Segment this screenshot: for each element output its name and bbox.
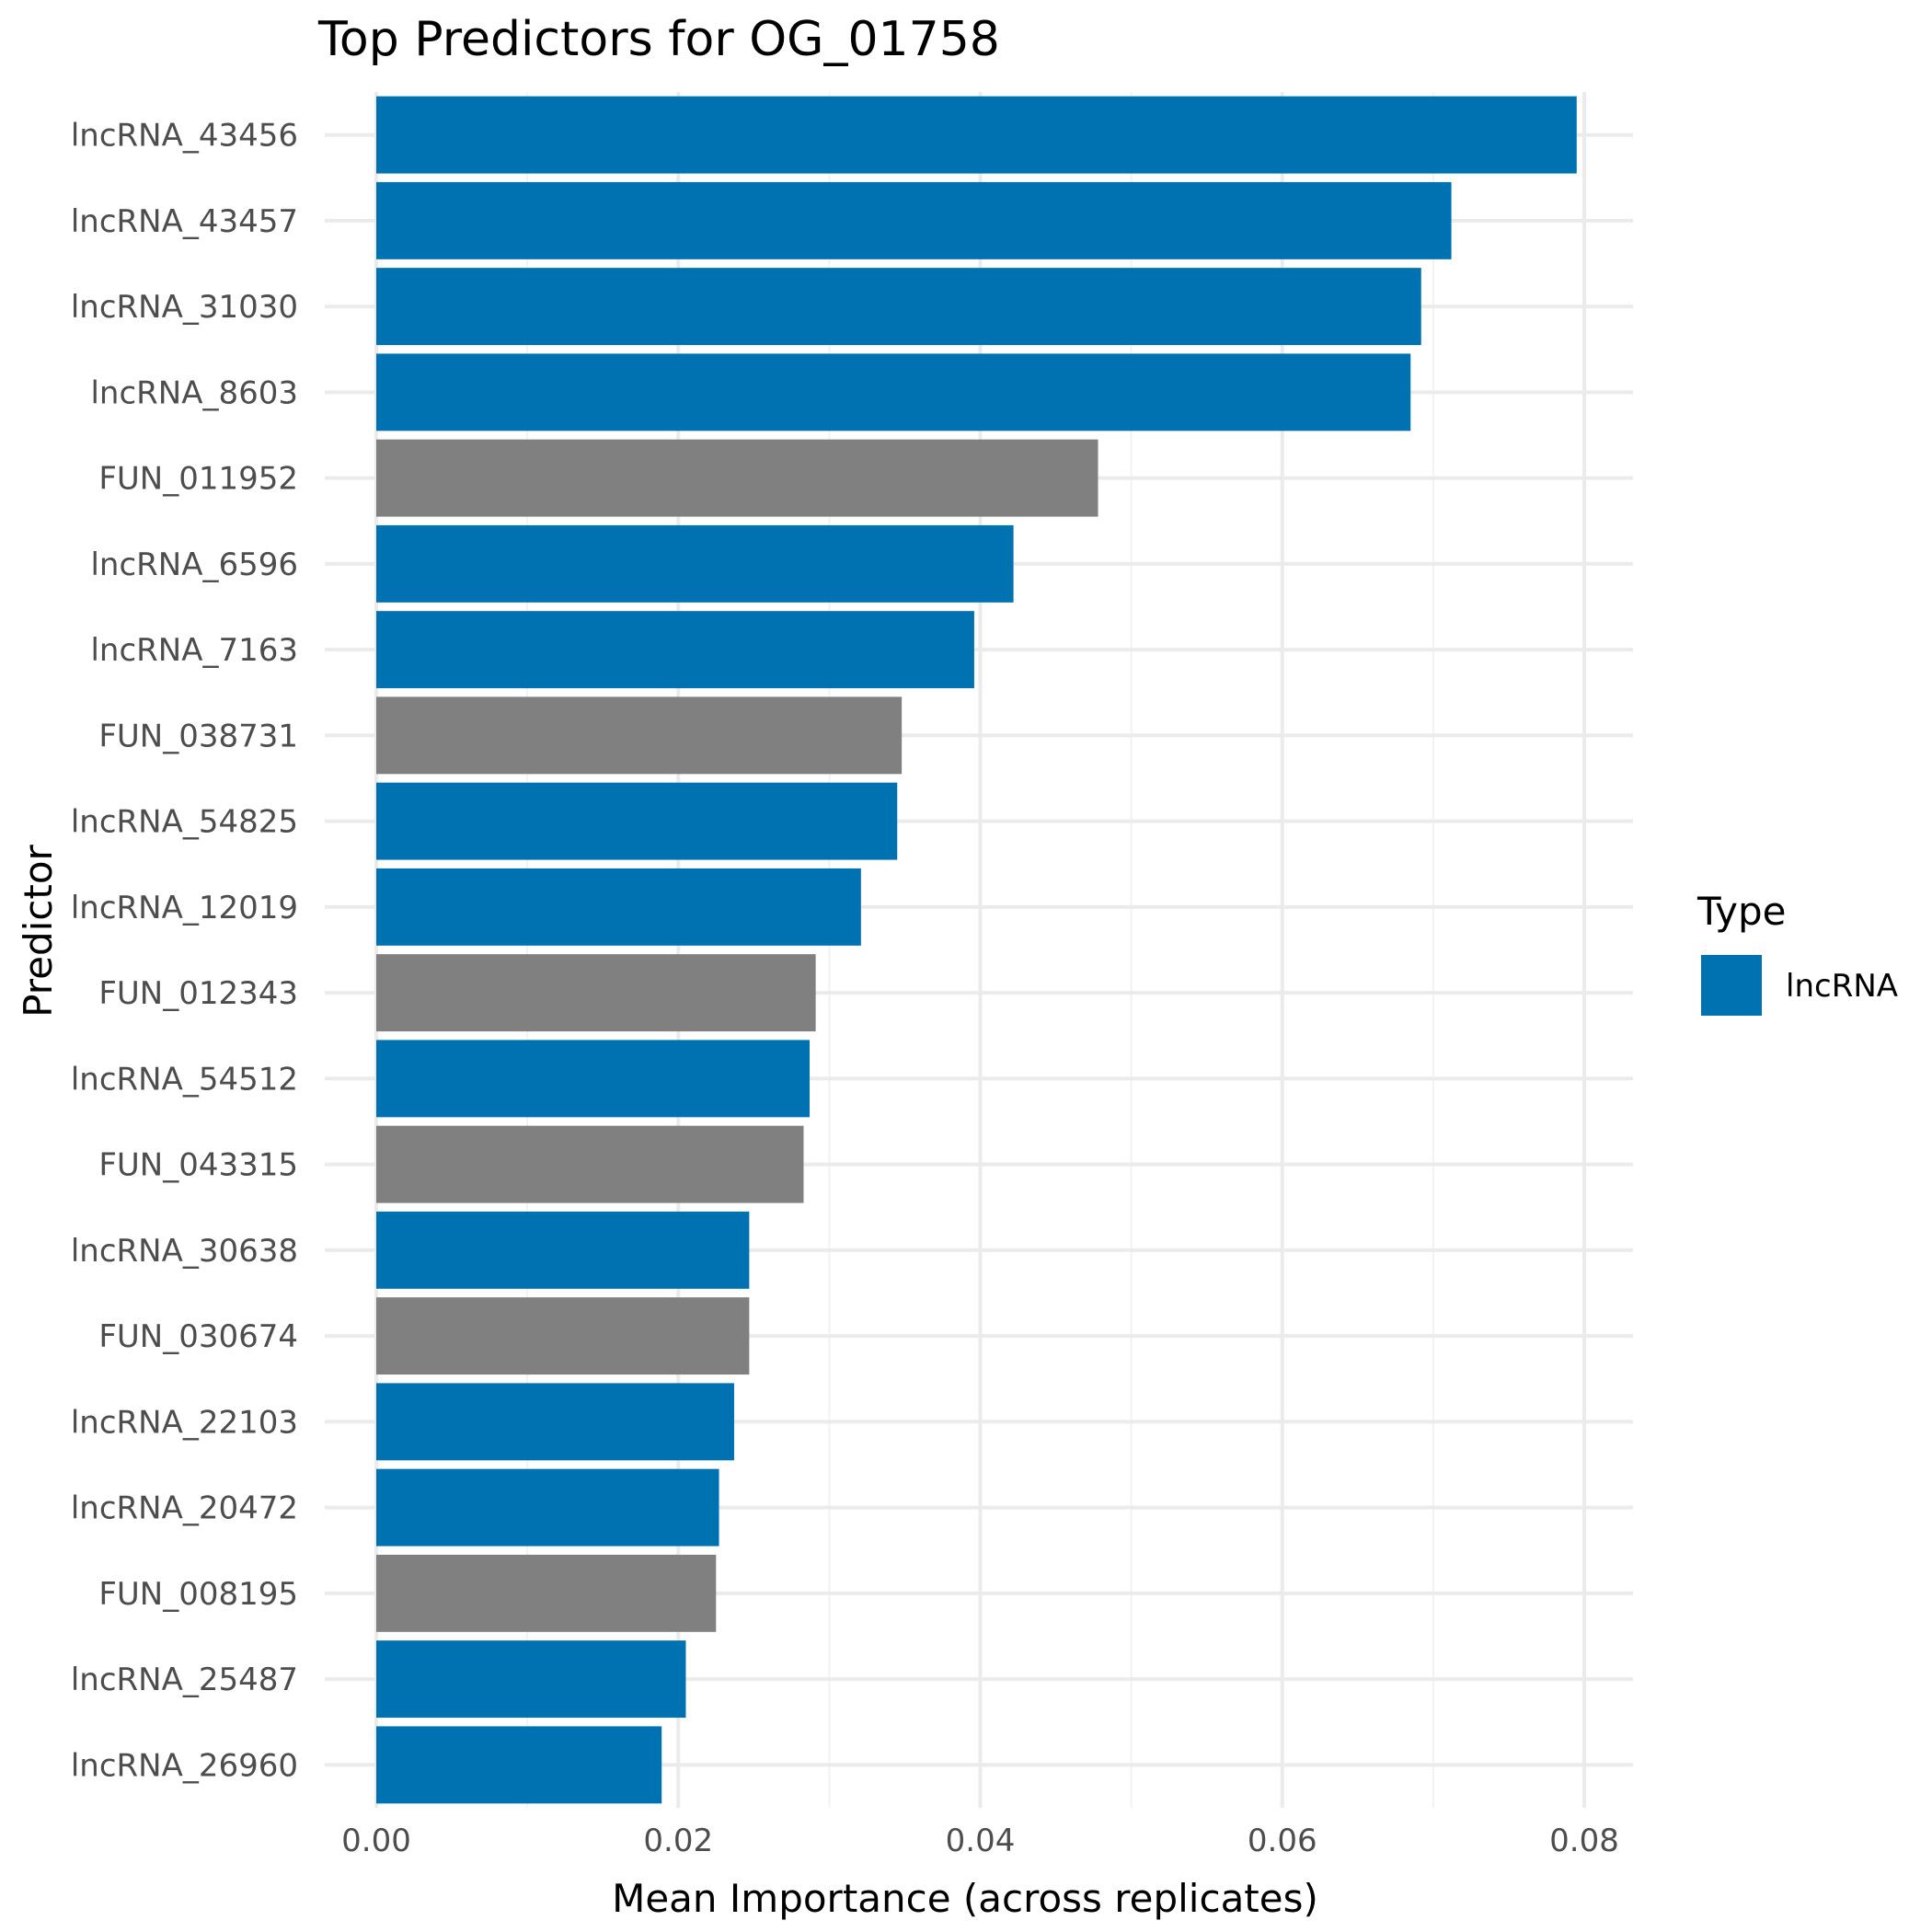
x-tick-label: 0.00 xyxy=(341,1823,411,1859)
chart-title: Top Predictors for OG_01758 xyxy=(317,12,1000,67)
bar-lncrna_31030 xyxy=(376,268,1421,346)
bar-lncrna_6596 xyxy=(376,524,1014,603)
x-tick-label: 0.02 xyxy=(643,1823,713,1859)
legend-title: Type xyxy=(1696,889,1786,934)
y-tick-label: lncRNA_54512 xyxy=(71,1061,298,1098)
y-tick-label: lncRNA_54825 xyxy=(71,804,298,841)
bar-fun_030674 xyxy=(376,1297,750,1375)
y-tick-label: FUN_008195 xyxy=(98,1576,298,1613)
bar-lncrna_26960 xyxy=(376,1726,662,1804)
bar-fun_038731 xyxy=(376,696,903,775)
x-tick-label: 0.04 xyxy=(946,1823,1016,1859)
y-tick-label: FUN_011952 xyxy=(98,461,298,498)
y-axis-tick-labels: lncRNA_43456 lncRNA_43457 lncRNA_31030 lncR… xyxy=(71,118,298,1785)
bar-lncrna_7163 xyxy=(376,611,974,689)
y-tick-label: lncRNA_30638 xyxy=(71,1233,298,1270)
y-tick-label: lncRNA_25487 xyxy=(71,1662,298,1698)
y-tick-label: lncRNA_43457 xyxy=(71,203,298,240)
y-tick-label: FUN_043315 xyxy=(98,1147,298,1184)
y-axis-title: Predictor xyxy=(16,844,61,1017)
y-tick-label: lncRNA_26960 xyxy=(71,1747,298,1784)
bars xyxy=(376,96,1577,1804)
bar-lncrna_25487 xyxy=(376,1640,686,1719)
y-tick-label: lncRNA_12019 xyxy=(71,890,298,926)
bar-lncrna_12019 xyxy=(376,868,861,946)
grid-lines xyxy=(325,92,1633,1808)
bar-fun_043315 xyxy=(376,1125,804,1203)
y-tick-label: lncRNA_7163 xyxy=(90,632,298,669)
bar-fun_011952 xyxy=(376,439,1098,517)
legend: Type lncRNA xyxy=(1696,889,1898,1016)
x-tick-label: 0.06 xyxy=(1248,1823,1317,1859)
bar-lncrna_20472 xyxy=(376,1468,719,1547)
y-tick-label: FUN_012343 xyxy=(98,975,298,1012)
x-tick-label: 0.08 xyxy=(1549,1823,1619,1859)
bar-lncrna_22103 xyxy=(376,1383,734,1461)
bar-fun_008195 xyxy=(376,1554,717,1632)
bar-fun_012343 xyxy=(376,954,816,1032)
y-tick-label: lncRNA_22103 xyxy=(71,1404,298,1441)
y-tick-label: lncRNA_31030 xyxy=(71,289,298,326)
y-tick-label: lncRNA_6596 xyxy=(90,546,298,583)
legend-swatch-lncrna xyxy=(1701,955,1762,1016)
y-tick-label: lncRNA_20472 xyxy=(71,1490,298,1527)
y-tick-label: lncRNA_8603 xyxy=(90,374,298,411)
x-axis-title: Mean Importance (across replicates) xyxy=(612,1876,1318,1921)
bar-lncrna_54512 xyxy=(376,1040,811,1118)
bar-lncrna_30638 xyxy=(376,1211,750,1289)
y-tick-label: FUN_030674 xyxy=(98,1318,298,1355)
bar-lncrna_8603 xyxy=(376,353,1411,431)
y-tick-label: lncRNA_43456 xyxy=(71,118,298,155)
bar-lncrna_43456 xyxy=(376,96,1577,174)
bar-lncrna_54825 xyxy=(376,782,898,860)
y-tick-label: FUN_038731 xyxy=(98,718,298,754)
bar-lncrna_43457 xyxy=(376,181,1452,259)
x-axis-tick-labels: 0.00 0.02 0.04 0.06 0.08 xyxy=(341,1823,1619,1859)
legend-label-lncrna: lncRNA xyxy=(1786,968,1898,1005)
